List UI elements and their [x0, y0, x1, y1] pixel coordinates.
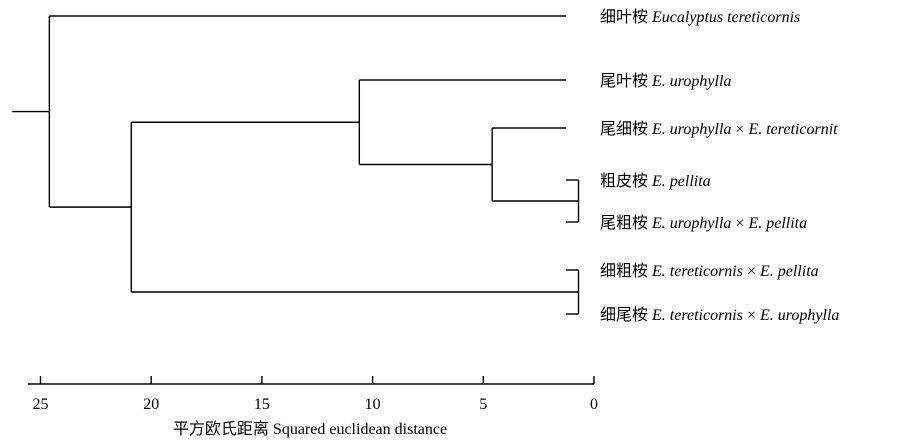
leaf-label-latin: E. urophylla: [651, 121, 735, 138]
axis-tick-label-10: 10: [365, 396, 381, 413]
axis-tick-label-25: 25: [33, 396, 49, 413]
dendrogram-branches: [12, 15, 580, 315]
leaf-label-4: 粗皮桉 E. pellita: [600, 172, 711, 190]
leaf-label-latin: E. pellita: [756, 263, 819, 280]
leaf-label-latin: E. pellita: [651, 173, 711, 190]
axis-title: 平方欧氏距离 Squared euclidean distance: [173, 420, 447, 438]
leaf-label-5: 尾粗桉 E. urophylla × E. pellita: [600, 214, 807, 232]
leaf-label-zh: 细叶桉: [600, 8, 652, 26]
axis-ticks: 25 20 15 10 5 0: [33, 376, 598, 413]
leaf-label-latin: E. tereticornis: [651, 263, 747, 280]
leaf-label-latin: E. urophylla: [651, 73, 731, 90]
hybrid-cross: ×: [747, 263, 756, 280]
leaf-label-latin: E. urophylla: [651, 215, 735, 232]
distance-axis: 25 20 15 10 5 0 平方欧氏距离 Squared euclidean dist…: [28, 376, 598, 438]
leaf-label-latin: E. urophylla: [756, 307, 839, 324]
leaf-label-latin: E. tereticornit: [744, 121, 838, 138]
leaf-label-2: 尾叶桉 E. urophylla: [600, 72, 731, 90]
leaf-label-6: 细粗桉 E. tereticornis × E. pellita: [600, 262, 819, 280]
leaf-label-zh: 细尾桉: [600, 306, 652, 324]
hybrid-cross: ×: [747, 307, 756, 324]
axis-tick-label-0: 0: [590, 396, 598, 413]
leaf-label-latin: E. pellita: [744, 215, 807, 232]
leaf-label-3: 尾细桉 E. urophylla × E. tereticornit: [600, 120, 838, 138]
leaf-label-zh: 尾叶桉: [600, 72, 652, 90]
leaf-label-1: 细叶桉 Eucalyptus tereticornis: [600, 8, 800, 26]
leaf-label-latin: E. tereticornis: [651, 307, 747, 324]
leaf-label-zh: 粗皮桉: [600, 172, 652, 190]
hybrid-cross: ×: [735, 121, 744, 138]
leaf-label-zh: 尾细桉: [600, 120, 652, 138]
leaf-label-zh: 细粗桉: [600, 262, 652, 280]
axis-tick-label-15: 15: [254, 396, 270, 413]
leaf-label-7: 细尾桉 E. tereticornis × E. urophylla: [600, 306, 839, 324]
axis-tick-label-20: 20: [143, 396, 159, 413]
leaf-label-zh: 尾粗桉: [600, 214, 652, 232]
leaf-labels: 细叶桉 Eucalyptus tereticornis 尾叶桉 E. urophy…: [600, 8, 839, 324]
leaf-label-latin: Eucalyptus tereticornis: [651, 9, 800, 26]
hybrid-cross: ×: [735, 215, 744, 232]
axis-tick-label-5: 5: [479, 396, 487, 413]
